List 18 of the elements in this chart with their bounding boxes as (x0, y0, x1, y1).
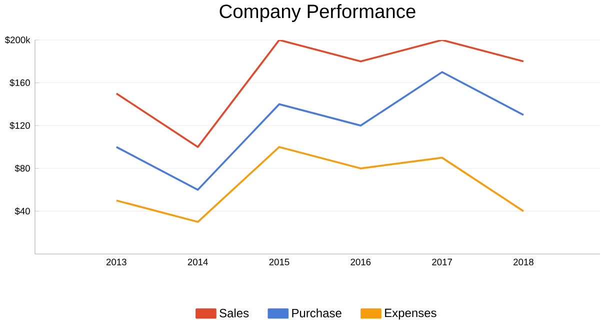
y-tick-label: $120 (10, 122, 30, 130)
x-tick-label: 2017 (432, 258, 452, 266)
chart-title: Company Performance (220, 4, 416, 22)
y-tick-label: $200k (4, 36, 30, 44)
line-series (115, 40, 524, 148)
y-tick-label: $40 (14, 207, 30, 215)
x-tick-label: 2014 (188, 258, 208, 266)
legend-label: Sales (220, 308, 249, 318)
legend-label: Purchase (292, 308, 342, 318)
legend-label: Expenses (385, 308, 436, 320)
x-tick-label: 2016 (350, 258, 371, 266)
line-series (115, 146, 524, 223)
y-tick-label: $80 (14, 164, 30, 172)
line-series (115, 71, 524, 191)
x-tick-label: 2015 (269, 258, 290, 266)
x-tick-label: 2013 (106, 258, 126, 266)
y-tick-label: $160 (10, 79, 30, 87)
x-tick-label: 2018 (514, 258, 534, 266)
